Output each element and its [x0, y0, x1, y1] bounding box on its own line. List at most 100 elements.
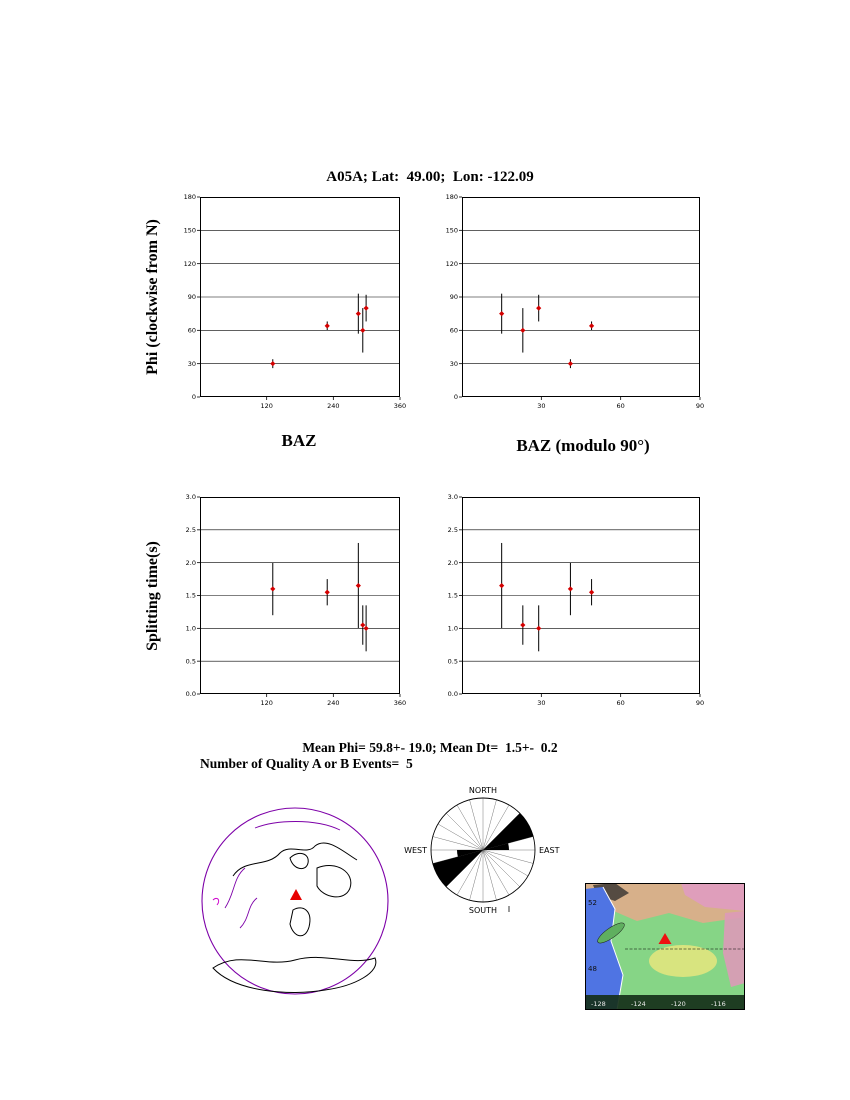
y-tick-label: 3.0	[448, 493, 458, 501]
y-tick-label: 0	[192, 393, 196, 401]
rose-label-east: EAST	[539, 846, 560, 855]
measurement-point	[360, 327, 366, 333]
continent-outline-north	[232, 842, 358, 877]
y-tick-label: 3.0	[186, 493, 196, 501]
x-tick-label: 240	[327, 699, 339, 707]
fast-direction-rose-diagram: NORTH SOUTH WEST EAST	[403, 780, 563, 920]
rose-spoke	[437, 823, 484, 851]
rose-label-north: NORTH	[469, 786, 497, 795]
x-tick-label: 240	[327, 402, 339, 410]
y-tick-label: 2.0	[448, 559, 458, 567]
phi-vs-baz-canvas: 0 30 60 90 120 150 180 120 240 360	[184, 193, 407, 410]
y-tick-label: 90	[450, 293, 458, 301]
plot-frame	[462, 197, 700, 397]
rose-spoke	[482, 849, 529, 877]
x-tick-label: 360	[394, 402, 406, 410]
measurement-point	[363, 305, 369, 311]
y-tick-label: 150	[184, 227, 196, 235]
measurement-point	[567, 586, 574, 592]
y-tick-label: 120	[446, 260, 458, 268]
dt-vs-bazmod90-canvas: 0.0 0.5 1.0 1.5 2.0 2.5 3.0 30 60 90	[448, 493, 704, 707]
x-tick-label: 30	[537, 699, 545, 707]
y-tick-label: 150	[446, 227, 458, 235]
phi-vs-baz-plot: 0 30 60 90 120 150 180 120 240 360	[184, 193, 407, 410]
y-axis-title-phi: Phi (clockwise from N)	[144, 219, 161, 375]
rose-petal	[457, 850, 483, 857]
plot-frame	[462, 497, 700, 694]
rose-canvas: NORTH SOUTH WEST EAST	[404, 786, 560, 915]
y-tick-label: 120	[184, 260, 196, 268]
x-tick-label: 60	[617, 699, 625, 707]
rose-spoke	[482, 849, 510, 896]
measurement-point	[270, 586, 276, 592]
y-tick-label: 2.0	[186, 559, 196, 567]
map-lon-label-128: -128	[591, 1000, 606, 1008]
globe-outline	[201, 807, 389, 995]
mean-phi-dt-text: Mean Phi= 59.8+- 19.0; Mean Dt= 1.5+- 0.…	[302, 740, 558, 755]
measurement-point	[324, 589, 330, 595]
x-tick-label: 360	[394, 699, 406, 707]
y-tick-label: 30	[188, 360, 196, 368]
rose-label-south: SOUTH	[469, 906, 497, 915]
station-triangle-icon	[290, 889, 302, 900]
figure-title: A05A; Lat: 49.00; Lon: -122.09	[326, 169, 534, 185]
rose-spoke	[482, 849, 520, 887]
y-tick-label: 30	[450, 360, 458, 368]
x-tick-label: 120	[260, 402, 272, 410]
map-bottom-shaded-strip	[585, 995, 745, 1010]
measurement-point	[499, 583, 505, 589]
x-tick-label: 90	[696, 699, 704, 707]
measurement-point	[536, 625, 542, 631]
x-axis-title-baz-modulo-90: BAZ (modulo 90°)	[516, 436, 650, 455]
rose-label-west: WEST	[404, 846, 427, 855]
y-tick-label: 0.0	[186, 690, 196, 698]
x-tick-label: 60	[617, 402, 625, 410]
y-tick-label: 0	[454, 393, 458, 401]
measurement-point	[588, 589, 595, 595]
event-quality-count-text: Number of Quality A or B Events= 5	[200, 756, 413, 771]
map-lon-label-120: -120	[671, 1000, 686, 1008]
rose-spoke	[469, 799, 484, 851]
rose-spoke	[482, 799, 497, 851]
map-lon-label-124: -124	[631, 1000, 646, 1008]
measurement-point	[360, 622, 366, 628]
map-lat-label-52: 52	[588, 899, 597, 907]
coastline-arc-top	[254, 821, 341, 831]
map-lon-label-116: -116	[711, 1000, 726, 1008]
y-tick-label: 0.0	[448, 690, 458, 698]
map-vancouver-island	[597, 922, 625, 944]
map-frame	[585, 883, 745, 1010]
map-station-triangle-icon	[658, 933, 672, 944]
rose-petal	[483, 813, 534, 850]
map-canvas: 52 48 -128 -124 -120 -116	[585, 883, 745, 1010]
y-tick-label: 0.5	[448, 657, 458, 665]
y-tick-label: 1.0	[448, 625, 458, 633]
measurement-point	[588, 323, 595, 329]
rose-spoke	[432, 836, 484, 851]
y-tick-label: 1.5	[448, 592, 458, 600]
measurement-point	[520, 327, 526, 333]
y-tick-label: 1.0	[186, 625, 196, 633]
measurement-point	[536, 305, 542, 311]
y-tick-label: 60	[188, 327, 196, 335]
rose-spoke	[456, 804, 484, 851]
measurement-point	[363, 625, 369, 631]
rose-spoke	[482, 849, 534, 864]
continent-outline-antarctica	[212, 956, 377, 993]
continent-outline-eurasia	[316, 865, 352, 898]
map-coastline	[602, 886, 624, 1010]
y-tick-label: 180	[184, 193, 196, 201]
measurement-point	[567, 361, 574, 367]
y-tick-label: 180	[446, 193, 458, 201]
y-tick-label: 2.5	[186, 526, 196, 534]
dt-vs-baz-canvas: 0.0 0.5 1.0 1.5 2.0 2.5 3.0 120 240 360	[186, 493, 407, 707]
x-tick-label: 90	[696, 402, 704, 410]
rose-spoke	[482, 849, 497, 901]
map-highland-pink	[681, 883, 745, 911]
globe-canvas	[201, 807, 389, 995]
splitting-time-vs-baz-plot: 0.0 0.5 1.0 1.5 2.0 2.5 3.0 120 240 360	[186, 493, 407, 707]
splitting-time-vs-baz-mod90-plot: 0.0 0.5 1.0 1.5 2.0 2.5 3.0 30 60 90	[448, 493, 704, 707]
regional-topo-map: 52 48 -128 -124 -120 -116	[585, 883, 745, 1010]
rose-spoke	[469, 849, 484, 901]
y-tick-label: 2.5	[448, 526, 458, 534]
